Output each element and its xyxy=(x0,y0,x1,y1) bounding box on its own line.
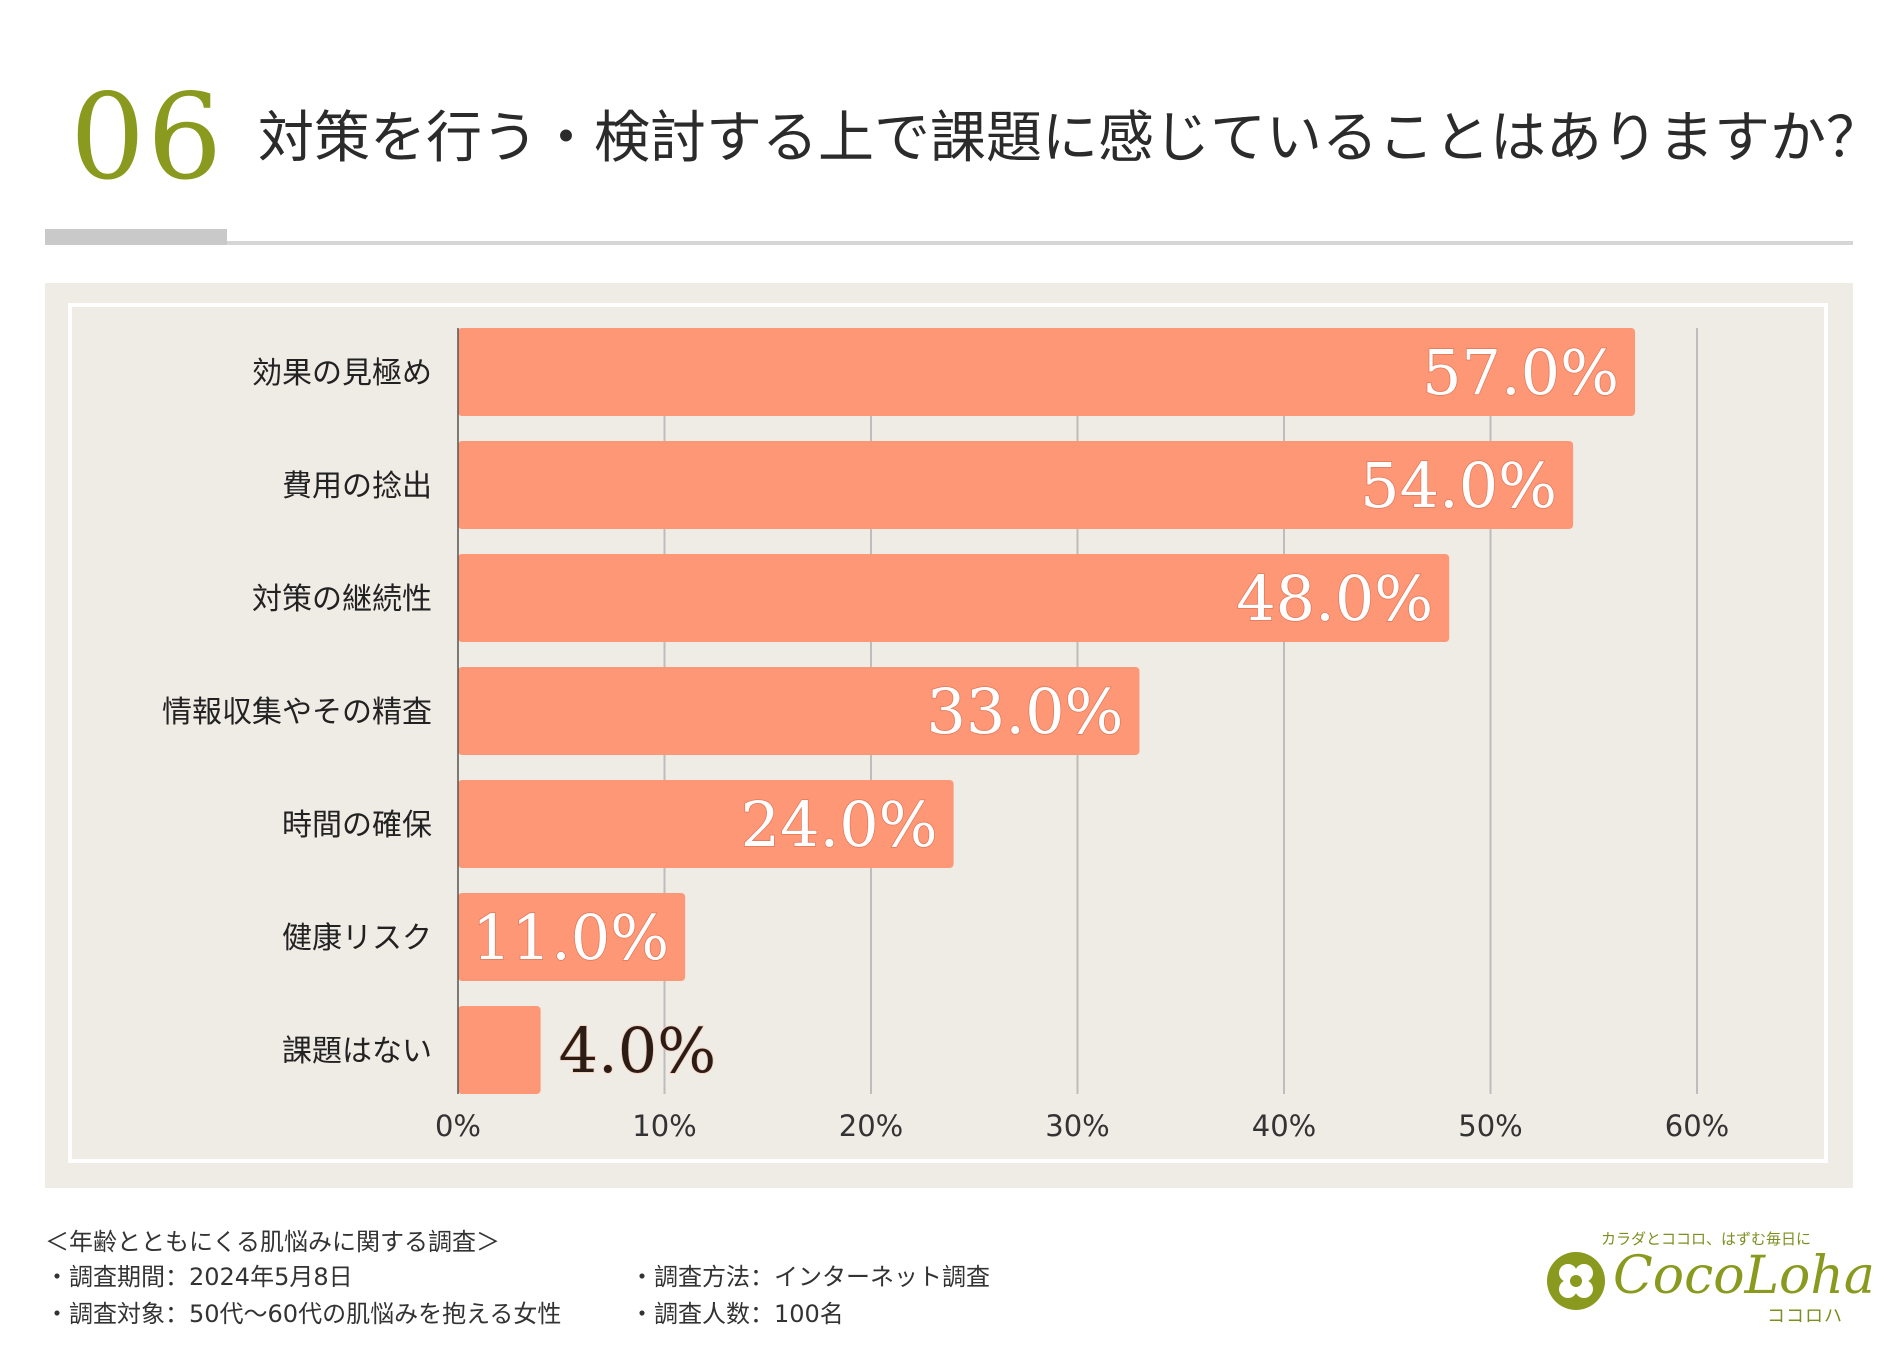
survey-title: ＜年齢とともにくる肌悩みに関する調査＞ xyxy=(45,1228,501,1256)
bar xyxy=(458,328,1636,416)
value-label: 24.0% xyxy=(741,788,938,861)
chart-frame xyxy=(68,303,1828,1163)
survey-method: ・調査方法：インターネット調査 xyxy=(630,1263,990,1291)
x-tick-label: 30% xyxy=(1045,1109,1109,1143)
category-label: 課題はない xyxy=(282,1034,432,1069)
category-label: 効果の見極め xyxy=(252,356,432,391)
bar-chart: 効果の見極め費用の捻出対策の継続性情報収集やその精査時間の確保健康リスク課題はな… xyxy=(162,328,1729,1143)
x-tick-label: 20% xyxy=(839,1109,903,1143)
value-label: 4.0% xyxy=(559,1014,717,1087)
bars xyxy=(458,328,1636,1094)
header-divider-accent xyxy=(45,229,227,245)
header-divider xyxy=(45,241,1853,245)
value-label: 33.0% xyxy=(926,675,1123,748)
category-label: 時間の確保 xyxy=(282,808,432,843)
survey-count: ・調査人数：100名 xyxy=(630,1300,844,1328)
bar xyxy=(458,780,954,868)
logo-tagline: カラダとココロ、はずむ毎日に xyxy=(1601,1230,1812,1248)
x-tick-labels: 0% 10% 20% 30% 40% 50% 60% xyxy=(435,1109,1729,1143)
bar xyxy=(458,441,1574,529)
category-label: 費用の捻出 xyxy=(282,469,432,504)
logo-kana: ココロハ xyxy=(1767,1306,1843,1327)
category-label: 情報収集やその精査 xyxy=(162,695,432,730)
question-number: 06 xyxy=(70,68,225,206)
category-label: 健康リスク xyxy=(282,921,432,956)
value-label: 48.0% xyxy=(1236,562,1433,635)
bar xyxy=(458,554,1450,642)
value-label: 11.0% xyxy=(472,901,669,974)
clover-icon xyxy=(1547,1252,1605,1310)
x-tick-label: 0% xyxy=(435,1109,481,1143)
x-tick-label: 50% xyxy=(1458,1109,1522,1143)
category-label: 対策の継続性 xyxy=(252,582,432,617)
value-label: 54.0% xyxy=(1360,449,1557,522)
x-tick-label: 40% xyxy=(1252,1109,1316,1143)
survey-target: ・調査対象：50代～60代の肌悩みを抱える女性 xyxy=(45,1300,562,1328)
logo-wordmark: CocoLoha xyxy=(1613,1246,1875,1306)
x-tick-label: 60% xyxy=(1665,1109,1729,1143)
x-tick-label: 10% xyxy=(632,1109,696,1143)
category-labels: 効果の見極め費用の捻出対策の継続性情報収集やその精査時間の確保健康リスク課題はな… xyxy=(162,356,432,1069)
survey-period: ・調査期間：2024年5月8日 xyxy=(45,1263,353,1291)
bar xyxy=(458,1006,541,1094)
value-label: 57.0% xyxy=(1422,336,1619,409)
bar xyxy=(458,893,686,981)
question-title: 対策を行う・検討する上で課題に感じていることはありますか？ xyxy=(258,106,1882,171)
bar xyxy=(458,667,1140,755)
value-labels: 57.0% 54.0% 48.0% 33.0% 24.0% 11.0% 4.0% xyxy=(471,335,1619,1088)
brand-logo: カラダとココロ、はずむ毎日に CocoLoha ココロハ xyxy=(1545,1228,1875,1328)
